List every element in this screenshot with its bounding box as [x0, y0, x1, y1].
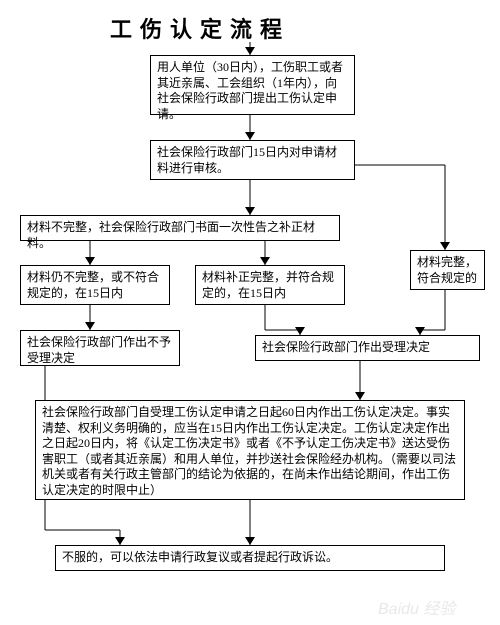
watermark: Baidu 经验 — [378, 595, 455, 619]
flow-node-n7: 社会保险行政部门作出不予受理决定 — [20, 330, 180, 366]
flow-node-n6: 材料完整，符合规定的 — [410, 250, 485, 290]
flow-node-n9: 社会保险行政部门自受理工伤认定申请之日起60日内作出工伤认定决定。事实清楚、权利… — [35, 400, 465, 500]
flow-node-n2: 社会保险行政部门15日内对申请材料进行审核。 — [150, 140, 355, 180]
flow-node-n8: 社会保险行政部门作出受理决定 — [255, 335, 480, 361]
flow-node-n1: 用人单位（30日内），工伤职工或者其近亲属、工会组织（1年内），向社会保险行政部… — [150, 55, 355, 115]
flowchart-canvas: 工伤认定流程 Baidu 经验 用人单位（30日内），工伤职工或者其近亲属、工会… — [0, 0, 500, 625]
chart-title: 工伤认定流程 — [110, 12, 290, 44]
flow-node-n3: 材料不完整，社会保险行政部门书面一次性告之补正材料。 — [20, 215, 340, 241]
flow-node-n5: 材料补正完整，并符合规定的，在15日内 — [195, 265, 345, 305]
flow-node-n10: 不服的，可以依法申请行政复议或者提起行政诉讼。 — [55, 545, 445, 571]
flow-node-n4: 材料仍不完整，或不符合规定的，在15日内 — [20, 265, 170, 305]
